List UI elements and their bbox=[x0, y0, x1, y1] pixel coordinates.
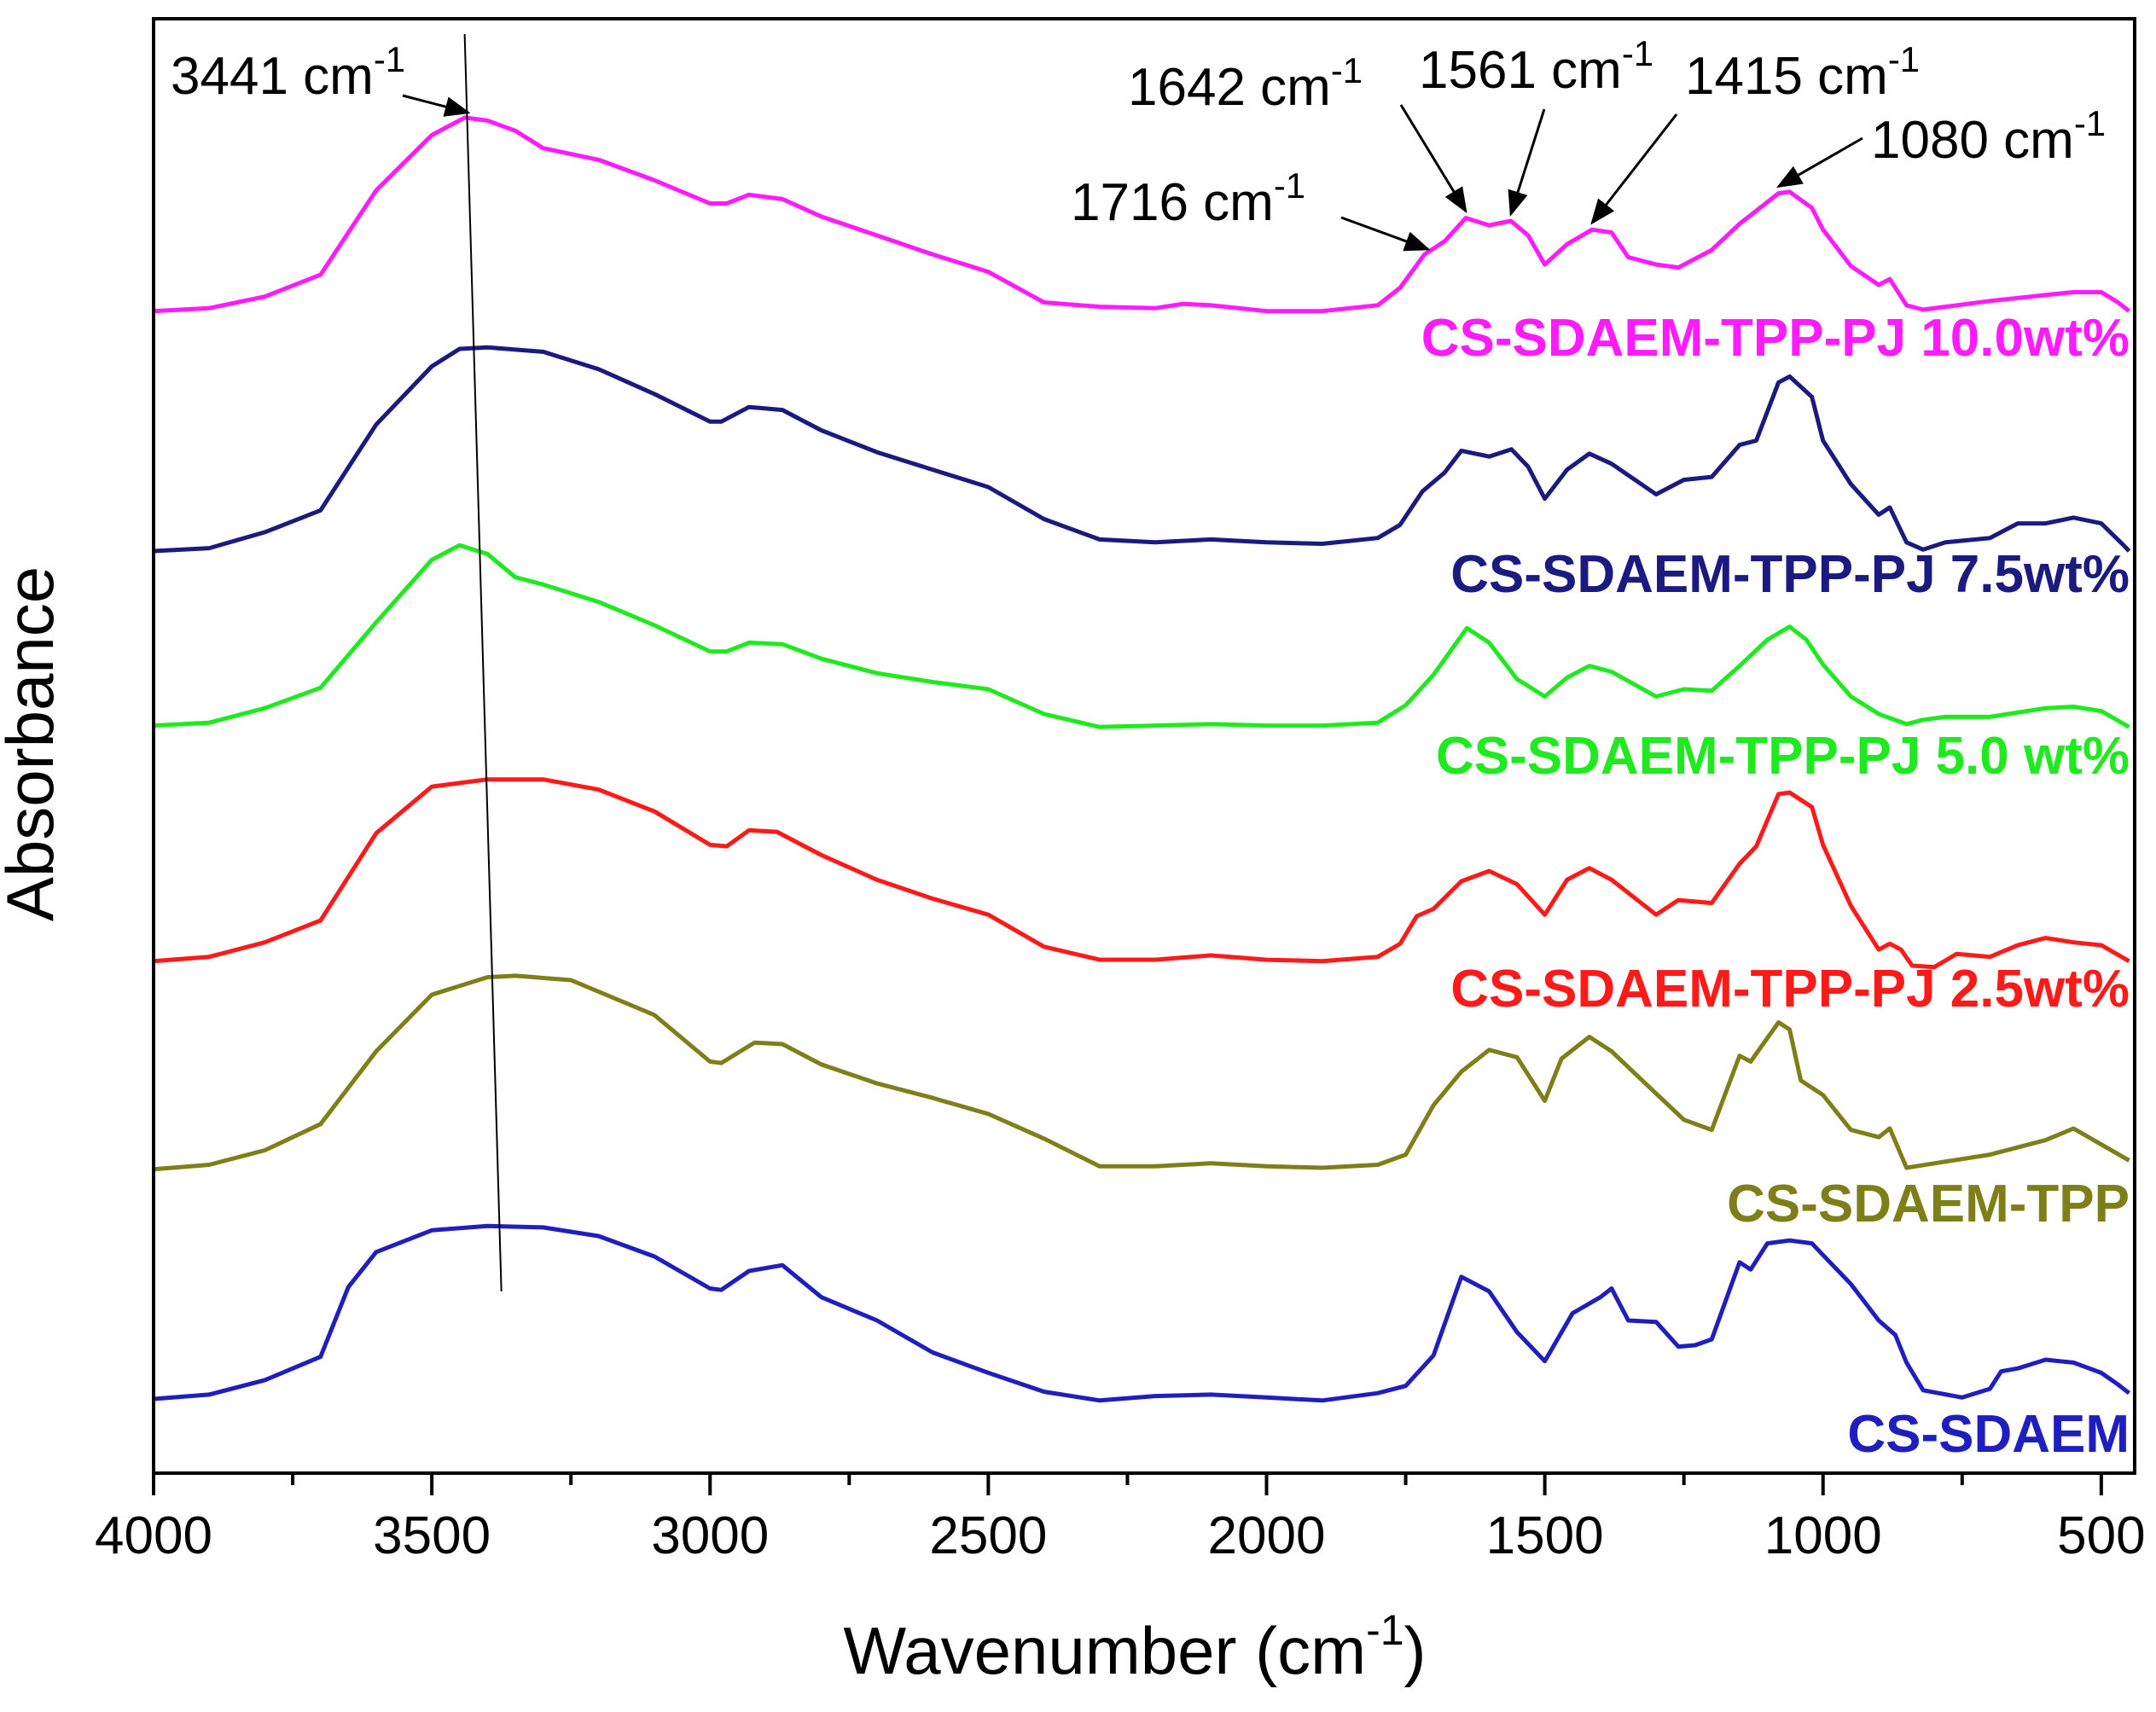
x-tick-label-3500: 3500 bbox=[373, 1506, 491, 1565]
annotation-label-1: 3441 cm-1 bbox=[171, 39, 405, 106]
x-axis-title-main: Wavenumber (cm bbox=[843, 1613, 1366, 1688]
series-label-3: CS-SDAEM-TPP-PJ 2.5wt% bbox=[1450, 960, 2130, 1018]
x-axis-title-tail: ) bbox=[1404, 1613, 1427, 1688]
series-line-1 bbox=[153, 1223, 2131, 1403]
series-label-4: CS-SDAEM-TPP-PJ 5.0 wt% bbox=[1436, 727, 2130, 786]
annotation-arrow-2 bbox=[1340, 216, 1431, 252]
series-label-5: CS-SDAEM-TPP-PJ 7.5wt% bbox=[1450, 545, 2130, 604]
annotation-label-main: 1716 cm bbox=[1071, 173, 1274, 232]
annotation-label-sup: -1 bbox=[1622, 33, 1653, 73]
series-label-6: CS-SDAEM-TPP-PJ 10.0wt% bbox=[1421, 309, 2130, 368]
x-tick-label-500: 500 bbox=[2057, 1506, 2145, 1565]
annotation-label-main: 1642 cm bbox=[1128, 58, 1331, 117]
x-axis-title-sup: -1 bbox=[1366, 1606, 1403, 1654]
annotation-label-main: 1415 cm bbox=[1685, 47, 1888, 106]
annotation-label-sup: -1 bbox=[2074, 103, 2106, 143]
annotation-arrow-5 bbox=[1590, 113, 1678, 225]
series-layer: CS-SDAEM CS-SDAEM-TPP CS-SDAEM-TPP-PJ 2.5w… bbox=[153, 115, 2131, 1464]
annotation-label-main: 3441 cm bbox=[171, 47, 374, 106]
annotation-label-main: 1080 cm bbox=[1871, 111, 2074, 170]
annotation-label-sup: -1 bbox=[1888, 39, 1920, 79]
series-line-2 bbox=[153, 973, 2130, 1172]
annotation-label-3: 1642 cm-1 bbox=[1128, 50, 1363, 117]
annotation-label-2: 1716 cm-1 bbox=[1071, 165, 1305, 232]
series-label-2: CS-SDAEM-TPP bbox=[1727, 1175, 2130, 1233]
annotation-label-sup: -1 bbox=[1274, 165, 1305, 206]
x-tick-label-4000: 4000 bbox=[95, 1506, 212, 1565]
plot-frame bbox=[152, 17, 2136, 1475]
series-line-3 bbox=[153, 777, 2130, 970]
series-label-1: CS-SDAEM bbox=[1847, 1405, 2130, 1464]
x-tick-label-3000: 3000 bbox=[651, 1506, 769, 1565]
series-line-4 bbox=[153, 543, 2130, 729]
series-line-5 bbox=[153, 345, 2131, 554]
x-tick-label-2000: 2000 bbox=[1208, 1506, 1326, 1565]
x-tick-label-1000: 1000 bbox=[1764, 1506, 1882, 1565]
annotation-label-sup: -1 bbox=[374, 39, 405, 79]
y-axis-title: Absorbance bbox=[0, 566, 67, 921]
x-tick-label-2500: 2500 bbox=[929, 1506, 1047, 1565]
x-tick-label-1500: 1500 bbox=[1486, 1506, 1604, 1565]
annotation-arrow-6 bbox=[1775, 136, 1863, 189]
series-line-6 bbox=[153, 115, 2131, 314]
annotation-label-6: 1080 cm-1 bbox=[1871, 103, 2106, 170]
reference-line bbox=[463, 33, 503, 1291]
axis-layer: 4000 3500 3000 2500 2000 1500 1000 500 bbox=[95, 17, 2146, 1565]
annotation-arrow-1 bbox=[402, 94, 471, 117]
annotation-label-sup: -1 bbox=[1331, 50, 1363, 90]
annotation-arrow-4 bbox=[1508, 108, 1546, 217]
annotation-label-5: 1415 cm-1 bbox=[1685, 39, 1920, 106]
annotation-arrow-3 bbox=[1399, 104, 1467, 214]
x-axis-title: Wavenumber (cm-1) bbox=[843, 1606, 1426, 1688]
annotation-label-4: 1561 cm-1 bbox=[1419, 33, 1653, 100]
annotation-label-main: 1561 cm bbox=[1419, 41, 1622, 100]
